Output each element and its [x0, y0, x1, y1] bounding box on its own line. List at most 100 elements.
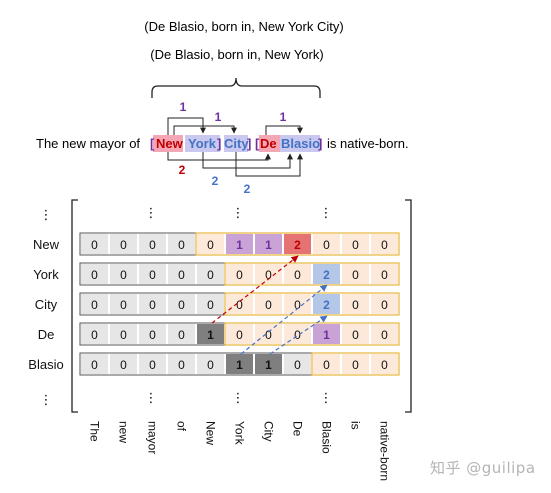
matrix-cell-value: 0: [178, 358, 185, 372]
matrix-cell: [139, 324, 166, 344]
matrix-cell: [168, 324, 195, 344]
matrix-cell: [197, 234, 224, 254]
link-label-blue-a: 2: [212, 174, 219, 188]
matrix-cell: [342, 234, 369, 254]
matrix-cell: [110, 354, 137, 374]
dashed-arrow-blue-2: [269, 315, 328, 355]
matrix-cell: [110, 234, 137, 254]
matrix-cell: [255, 234, 282, 254]
link-label-purple-a: 1: [180, 100, 187, 114]
matrix-cell: [255, 264, 282, 284]
highlight-new: [153, 135, 183, 152]
entity-word-york: York: [188, 136, 217, 151]
matrix-cell: [81, 294, 108, 314]
matrix-cell: [110, 264, 137, 284]
row-outline-span: [195, 232, 400, 256]
matrix-cell: [255, 294, 282, 314]
matrix: 0 0 0 0 0 1 1 2 0 0 0 0 0 0 0 0 0 0 0 2 0 0 0 0 0 0 0 0 0 0 2 0 0 0 0 0 0 1 0 0…: [79, 232, 400, 376]
col-ellipsis-bottom-3: ⋮: [320, 390, 333, 405]
column-label: York: [233, 421, 247, 446]
bracket-open-de: [: [255, 136, 260, 151]
dashed-arrow-blue-1: [240, 284, 328, 355]
row-outline-span: [224, 322, 400, 346]
sentence-prefix: The new mayor of: [36, 136, 140, 151]
entity-word-blasio: Blasio: [281, 136, 320, 151]
matrix-cell-value: 0: [120, 238, 127, 252]
matrix-cell-value: 0: [178, 328, 185, 342]
matrix-cell-value: 1: [236, 358, 243, 372]
matrix-cell: [168, 294, 195, 314]
matrix-cell: [313, 354, 340, 374]
matrix-cell-value: 0: [381, 268, 388, 282]
matrix-cell: [371, 234, 398, 254]
matrix-cell-value: 1: [207, 328, 214, 342]
matrix-cell: [110, 294, 137, 314]
matrix-cell-value: 0: [91, 298, 98, 312]
matrix-cell-value: 0: [91, 328, 98, 342]
bracket-close-inner: ]: [217, 136, 221, 151]
matrix-cell-value: 0: [120, 268, 127, 282]
matrix-cell: [371, 264, 398, 284]
matrix-cell-value: 0: [294, 328, 301, 342]
matrix-cell: [226, 294, 253, 314]
matrix-cell-value: 0: [149, 238, 156, 252]
matrix-left-bracket: [71, 199, 78, 413]
matrix-cell: [226, 354, 253, 374]
row-outline-span: [311, 352, 400, 376]
tail-link-city-blasio: [235, 152, 303, 177]
matrix-cell: [313, 234, 340, 254]
matrix-cell: [284, 324, 311, 344]
column-label: native-born: [378, 421, 392, 481]
matrix-cell-value: 0: [91, 268, 98, 282]
curly-brace: [151, 77, 321, 98]
matrix-cell: [197, 294, 224, 314]
col-ellipsis-top-2: ⋮: [232, 205, 245, 220]
matrix-cell: [168, 354, 195, 374]
matrix-cell-value: 1: [265, 238, 272, 252]
matrix-cell: [284, 294, 311, 314]
watermark: 知乎 @guilipa: [430, 459, 536, 477]
matrix-cell-value: 0: [149, 328, 156, 342]
col-ellipsis-bottom-2: ⋮: [232, 390, 245, 405]
matrix-cell: [342, 354, 369, 374]
matrix-cell-value: 0: [236, 268, 243, 282]
matrix-cell: [139, 354, 166, 374]
matrix-cell-value: 0: [381, 238, 388, 252]
matrix-cell: [371, 324, 398, 344]
matrix-cell-value: 0: [236, 328, 243, 342]
matrix-cell-value: 0: [352, 268, 359, 282]
tail-link-new-de: [167, 152, 271, 161]
matrix-cell-value: 0: [207, 268, 214, 282]
matrix-cell-value: 0: [178, 298, 185, 312]
matrix-cell: [342, 324, 369, 344]
column-label: De: [291, 421, 305, 437]
link-label-blue-b: 2: [244, 182, 251, 196]
entity-word-new: New: [156, 136, 184, 151]
matrix-cell-value: 1: [323, 328, 330, 342]
row-label: Blasio: [28, 357, 63, 372]
column-label: is: [349, 421, 363, 430]
matrix-cell-value: 0: [149, 268, 156, 282]
matrix-cell: [284, 354, 311, 374]
matrix-cell: [110, 324, 137, 344]
bracket-close-de: ]: [318, 136, 322, 151]
matrix-cell: [139, 294, 166, 314]
matrix-cell-value: 0: [352, 298, 359, 312]
link-label-purple-b: 1: [215, 110, 222, 124]
highlight-city: [224, 135, 248, 152]
matrix-cell-value: 0: [178, 268, 185, 282]
head-link-new-city: [173, 125, 237, 135]
matrix-cell-value: 0: [120, 298, 127, 312]
column-label: The: [88, 421, 102, 442]
matrix-cell: [197, 264, 224, 284]
row-label: York: [33, 267, 59, 282]
link-label-red: 2: [179, 163, 186, 177]
column-label: Blasio: [320, 421, 334, 454]
highlight-york: [185, 135, 220, 152]
matrix-cell-value: 0: [352, 238, 359, 252]
matrix-cell-value: 0: [236, 298, 243, 312]
row-labels: New York City De Blasio: [28, 237, 63, 372]
row-ellipsis-bottom: ⋮: [40, 392, 53, 407]
tail-link-york-blasio: [202, 152, 293, 169]
